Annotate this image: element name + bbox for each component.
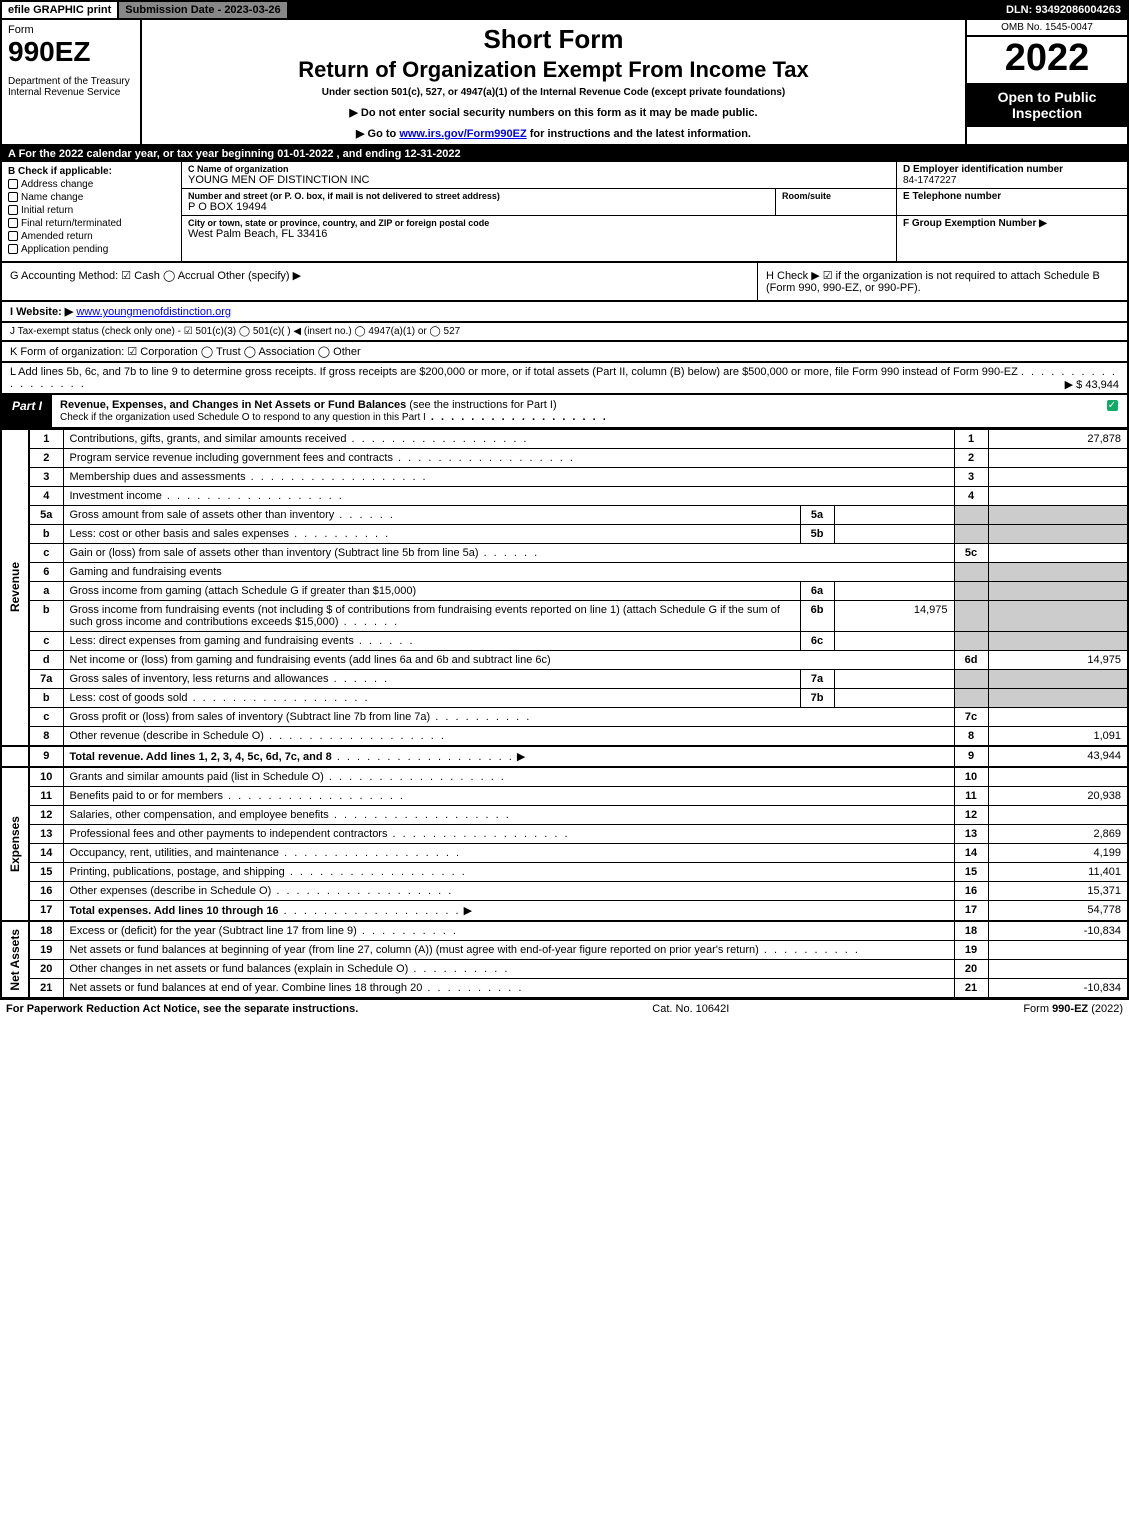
- chk-name[interactable]: Name change: [8, 192, 175, 203]
- bullet-goto: ▶ Go to www.irs.gov/Form990EZ for instru…: [150, 127, 957, 140]
- room-cell: Room/suite: [776, 189, 896, 215]
- irs-link[interactable]: www.irs.gov/Form990EZ: [399, 128, 526, 140]
- ein-cell: D Employer identification number 84-1747…: [897, 162, 1127, 189]
- part1-sub: Check if the organization used Schedule …: [60, 412, 426, 423]
- form-header: Form 990EZ Department of the Treasury In…: [0, 20, 1129, 146]
- addr-value: P O BOX 19494: [188, 201, 769, 213]
- line-k: K Form of organization: ☑ Corporation ◯ …: [0, 342, 1129, 363]
- footer-right: Form 990-EZ (2022): [1023, 1003, 1123, 1015]
- room-label: Room/suite: [782, 191, 890, 201]
- website-link[interactable]: www.youngmenofdistinction.org: [76, 306, 231, 318]
- footer-left: For Paperwork Reduction Act Notice, see …: [6, 1003, 358, 1015]
- ln: 1: [29, 430, 63, 449]
- part1-checkbox[interactable]: ✓: [1097, 395, 1127, 427]
- header-center: Short Form Return of Organization Exempt…: [142, 20, 967, 144]
- gh-row: G Accounting Method: ☑ Cash ◯ Accrual Ot…: [0, 263, 1129, 302]
- checkbox-icon: [8, 179, 18, 189]
- submission-date: Submission Date - 2023-03-26: [119, 2, 288, 18]
- check-icon: ✓: [1107, 400, 1118, 411]
- amt: 27,878: [988, 430, 1128, 449]
- goto-post: for instructions and the latest informat…: [527, 128, 751, 140]
- section-c: C Name of organization YOUNG MEN OF DIST…: [182, 162, 897, 261]
- org-name-cell: C Name of organization YOUNG MEN OF DIST…: [182, 162, 896, 189]
- name-label: C Name of organization: [188, 164, 890, 174]
- line-g: G Accounting Method: ☑ Cash ◯ Accrual Ot…: [2, 263, 757, 300]
- tax-year: 2022: [967, 37, 1127, 83]
- bullet-ssn: ▶ Do not enter social security numbers o…: [150, 106, 957, 119]
- checkbox-icon: [8, 205, 18, 215]
- part1-table: Revenue 1 Contributions, gifts, grants, …: [0, 429, 1129, 999]
- part1-header: Part I Revenue, Expenses, and Changes in…: [0, 395, 1129, 429]
- footer-center: Cat. No. 10642I: [358, 1003, 1023, 1015]
- city-value: West Palm Beach, FL 33416: [188, 228, 890, 240]
- tel-label: E Telephone number: [903, 191, 1121, 202]
- group-label: F Group Exemption Number ▶: [903, 218, 1121, 229]
- checkbox-icon: [8, 218, 18, 228]
- chk-address[interactable]: Address change: [8, 179, 175, 190]
- dept-label: Department of the Treasury Internal Reve…: [8, 76, 134, 98]
- chk-amended[interactable]: Amended return: [8, 231, 175, 242]
- part1-title: Revenue, Expenses, and Changes in Net As…: [52, 395, 1097, 427]
- top-bar: efile GRAPHIC print Submission Date - 20…: [0, 0, 1129, 20]
- under-section: Under section 501(c), 527, or 4947(a)(1)…: [150, 87, 957, 98]
- chk-final[interactable]: Final return/terminated: [8, 218, 175, 229]
- line-i: I Website: ▶ www.youngmenofdistinction.o…: [0, 302, 1129, 323]
- expenses-sidelabel: Expenses: [1, 767, 29, 921]
- efile-label[interactable]: efile GRAPHIC print: [2, 2, 119, 18]
- short-form-title: Short Form: [150, 24, 957, 55]
- group-cell: F Group Exemption Number ▶: [897, 216, 1127, 231]
- line-l: L Add lines 5b, 6c, and 7b to line 9 to …: [0, 363, 1129, 395]
- bcd-section: B Check if applicable: Address change Na…: [0, 162, 1129, 263]
- website-label: I Website: ▶: [10, 306, 73, 318]
- section-b: B Check if applicable: Address change Na…: [2, 162, 182, 261]
- city-cell: City or town, state or province, country…: [182, 216, 896, 242]
- chk-pending[interactable]: Application pending: [8, 244, 175, 255]
- return-title: Return of Organization Exempt From Incom…: [150, 57, 957, 83]
- chk-initial[interactable]: Initial return: [8, 205, 175, 216]
- tel-cell: E Telephone number: [897, 189, 1127, 216]
- section-def: D Employer identification number 84-1747…: [897, 162, 1127, 261]
- dln-label: DLN: 93492086004263: [1000, 2, 1127, 18]
- part1-tab: Part I: [2, 395, 52, 427]
- numcol: 1: [954, 430, 988, 449]
- checkbox-icon: [8, 192, 18, 202]
- goto-pre: ▶ Go to: [356, 128, 399, 140]
- b-header: B Check if applicable:: [8, 166, 175, 177]
- line-j: J Tax-exempt status (check only one) - ☑…: [0, 323, 1129, 342]
- ein-value: 84-1747227: [903, 175, 1121, 186]
- addr-label: Number and street (or P. O. box, if mail…: [188, 191, 769, 201]
- netassets-sidelabel: Net Assets: [1, 921, 29, 998]
- revenue-sidelabel: Revenue: [1, 430, 29, 747]
- desc: Contributions, gifts, grants, and simila…: [63, 430, 954, 449]
- line-l-amount: ▶ $ 43,944: [1065, 378, 1119, 391]
- checkbox-icon: [8, 244, 18, 254]
- addr-row: Number and street (or P. O. box, if mail…: [182, 189, 896, 216]
- row-a-period: A For the 2022 calendar year, or tax yea…: [0, 146, 1129, 162]
- line-l-text: L Add lines 5b, 6c, and 7b to line 9 to …: [10, 366, 1018, 378]
- form-word: Form: [8, 24, 134, 36]
- org-name: YOUNG MEN OF DISTINCTION INC: [188, 174, 890, 186]
- ein-label: D Employer identification number: [903, 164, 1121, 175]
- header-right: OMB No. 1545-0047 2022 Open to Public In…: [967, 20, 1127, 144]
- line-h: H Check ▶ ☑ if the organization is not r…: [757, 263, 1127, 300]
- page-footer: For Paperwork Reduction Act Notice, see …: [0, 999, 1129, 1018]
- form-number: 990EZ: [8, 36, 134, 68]
- addr-cell: Number and street (or P. O. box, if mail…: [182, 189, 776, 215]
- open-to-public: Open to Public Inspection: [967, 83, 1127, 127]
- omb-number: OMB No. 1545-0047: [967, 20, 1127, 37]
- city-label: City or town, state or province, country…: [188, 218, 890, 228]
- checkbox-icon: [8, 231, 18, 241]
- header-left: Form 990EZ Department of the Treasury In…: [2, 20, 142, 144]
